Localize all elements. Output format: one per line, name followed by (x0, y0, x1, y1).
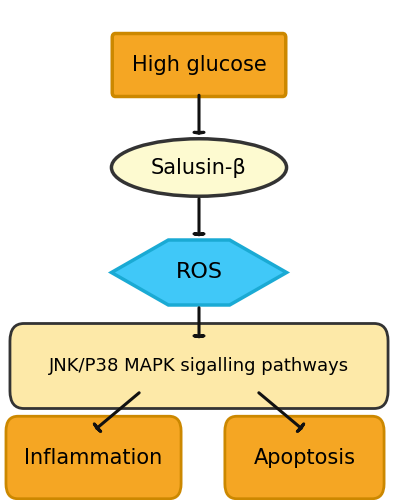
Text: Inflammation: Inflammation (24, 448, 163, 468)
FancyBboxPatch shape (10, 324, 388, 408)
FancyBboxPatch shape (6, 416, 181, 498)
Text: Salusin-β: Salusin-β (151, 158, 247, 178)
Text: Apoptosis: Apoptosis (254, 448, 355, 468)
Text: High glucose: High glucose (132, 55, 266, 75)
FancyBboxPatch shape (112, 34, 286, 96)
Text: ROS: ROS (176, 262, 222, 282)
Polygon shape (111, 240, 287, 305)
FancyBboxPatch shape (225, 416, 384, 498)
Text: JNK/P38 MAPK sigalling pathways: JNK/P38 MAPK sigalling pathways (49, 357, 349, 375)
Ellipse shape (111, 138, 287, 196)
